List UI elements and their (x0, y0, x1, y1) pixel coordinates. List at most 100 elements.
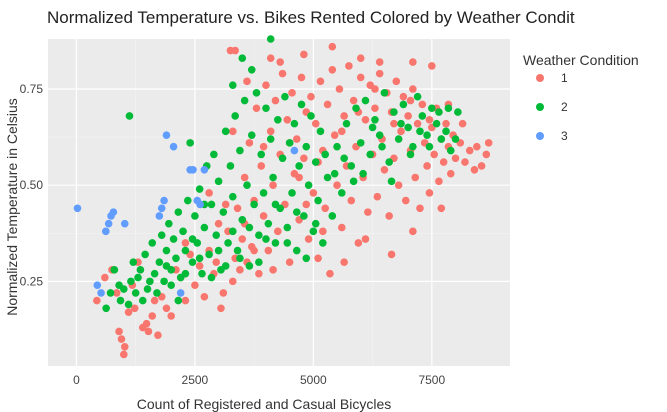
data-point (269, 266, 277, 274)
data-point (319, 239, 327, 247)
data-point (106, 289, 115, 297)
data-point (259, 189, 268, 197)
data-point (283, 223, 292, 232)
data-point (183, 196, 192, 205)
data-point (297, 100, 306, 109)
series-3 (73, 131, 299, 297)
data-point (380, 89, 389, 97)
data-point (435, 108, 443, 116)
data-point (124, 300, 133, 309)
data-point (316, 77, 325, 86)
data-point (238, 216, 247, 224)
data-point (390, 119, 398, 128)
data-point (366, 150, 375, 159)
data-point (345, 62, 353, 70)
data-point (245, 223, 254, 232)
data-point (189, 166, 197, 174)
data-point (292, 246, 301, 255)
data-point (413, 92, 422, 101)
data-point (446, 146, 455, 155)
data-point (428, 62, 436, 70)
data-point (250, 200, 258, 209)
data-point (266, 127, 275, 136)
data-point (309, 189, 318, 197)
data-point (155, 212, 164, 220)
data-point (143, 285, 152, 293)
data-point (269, 173, 277, 182)
data-point (212, 258, 221, 266)
data-point (200, 166, 209, 174)
data-point (214, 219, 223, 228)
data-point (387, 177, 396, 186)
legend-marker-3 (536, 132, 544, 140)
data-point (276, 58, 284, 66)
data-point (212, 231, 221, 239)
data-point (172, 254, 180, 263)
data-point (120, 219, 129, 228)
data-point (188, 235, 197, 243)
legend-label-1: 1 (561, 71, 568, 85)
data-point (390, 108, 398, 116)
data-point (352, 104, 360, 113)
data-point (340, 258, 348, 266)
data-point (252, 104, 261, 113)
data-point (425, 189, 434, 197)
data-point (181, 246, 190, 255)
data-point (174, 296, 183, 305)
data-point (340, 112, 348, 120)
data-point (198, 269, 206, 278)
data-point (411, 173, 420, 182)
data-point (274, 115, 282, 124)
data-point (416, 127, 424, 136)
data-point (394, 181, 403, 189)
data-point (181, 239, 190, 247)
data-point (255, 258, 263, 266)
data-point (269, 181, 277, 189)
data-point (142, 319, 151, 328)
legend-items: 1 2 3 (536, 71, 568, 143)
data-point (205, 250, 213, 259)
data-point (252, 89, 261, 97)
data-point (179, 227, 187, 236)
data-point (418, 112, 427, 120)
y-axis-ticks: 0.25 0.50 0.75 (20, 82, 44, 288)
data-point (191, 212, 199, 220)
data-point (300, 50, 308, 59)
data-point (473, 142, 481, 151)
data-point (129, 258, 138, 266)
data-point (300, 154, 308, 163)
data-point (207, 200, 216, 209)
data-point (406, 96, 415, 105)
data-point (120, 342, 129, 351)
data-point (288, 89, 296, 97)
data-point (134, 273, 142, 282)
data-point (323, 100, 332, 109)
data-point (176, 289, 185, 297)
series-1 (93, 42, 493, 359)
data-point (297, 73, 306, 82)
data-point (328, 65, 337, 74)
data-point (392, 77, 401, 86)
legend: Weather Condition 1 2 3 (523, 52, 639, 143)
data-point (380, 166, 389, 174)
data-point (141, 250, 149, 259)
data-point (435, 177, 443, 186)
data-point (157, 204, 166, 213)
data-point (409, 58, 417, 66)
data-point (371, 85, 379, 93)
data-point (437, 135, 446, 143)
data-point (465, 146, 474, 155)
data-point (120, 285, 128, 293)
x-axis-ticks: 0 2500 5000 7500 (73, 373, 445, 387)
data-point (221, 200, 230, 209)
data-point (328, 212, 337, 220)
data-point (167, 281, 175, 290)
data-point (136, 266, 145, 274)
data-point (160, 196, 168, 205)
x-tick-label: 5000 (300, 373, 327, 387)
data-point (257, 162, 266, 170)
y-axis-title: Normalized Temperature in Celsius (4, 98, 20, 316)
data-point (295, 173, 303, 182)
data-point (423, 131, 431, 139)
